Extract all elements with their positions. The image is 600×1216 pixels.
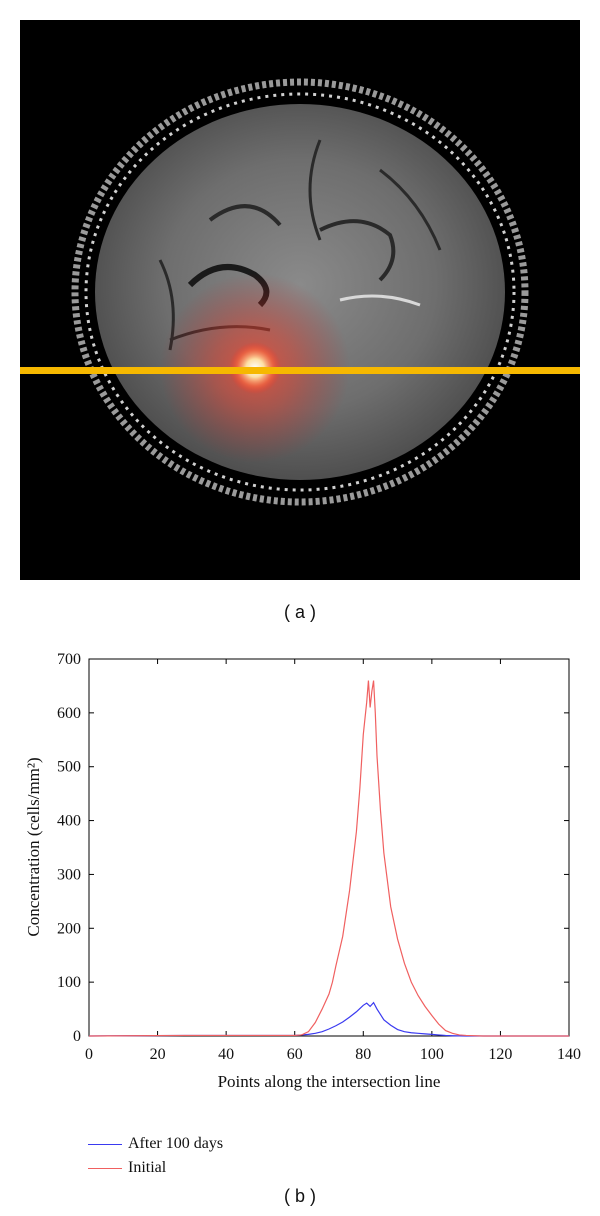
y-tick-label: 600 — [57, 705, 81, 722]
legend-entry-after-100-days: After 100 days — [88, 1132, 388, 1156]
legend-swatch-initial — [88, 1167, 122, 1169]
series-line-after-100-days — [88, 1001, 569, 1037]
x-axis-ticks: 0 20 40 60 80 100 120 140 — [85, 659, 581, 1063]
x-tick-label: 20 — [150, 1046, 166, 1063]
intersection-line — [20, 367, 580, 374]
skull-inner-ring — [84, 92, 516, 492]
x-axis-label: Points along the intersection line — [218, 1072, 441, 1091]
y-axis-label: Concentration (cells/mm²) — [24, 757, 43, 936]
sulcus — [308, 139, 322, 241]
x-tick-label: 60 — [287, 1046, 303, 1063]
panel-a-caption: ( a ) — [283, 602, 316, 622]
chart-legend: After 100 days Initial — [88, 1132, 388, 1186]
legend-swatch-after-100-days — [88, 1143, 122, 1145]
mri-brain-image — [20, 20, 580, 580]
x-tick-label: 120 — [488, 1046, 512, 1063]
series-layer — [88, 680, 569, 1037]
sulcus — [379, 168, 442, 251]
sulcus — [208, 204, 282, 227]
x-tick-label: 40 — [218, 1046, 234, 1063]
x-tick-label: 140 — [557, 1046, 581, 1063]
plot-area — [88, 658, 570, 1037]
legend-label-initial: Initial — [128, 1159, 167, 1176]
y-tick-label: 100 — [57, 974, 81, 991]
x-tick-label: 100 — [420, 1046, 444, 1063]
y-axis-ticks: 0 100 200 300 400 500 600 700 — [57, 651, 569, 1045]
x-tick-label: 80 — [355, 1046, 371, 1063]
sulcus — [339, 294, 421, 307]
y-tick-label: 0 — [73, 1028, 81, 1045]
panel-b-caption: ( b ) — [283, 1186, 316, 1206]
y-tick-label: 300 — [57, 866, 81, 883]
sulcus — [319, 219, 396, 282]
y-tick-label: 200 — [57, 920, 81, 937]
y-tick-label: 700 — [57, 651, 81, 668]
series-line-initial — [88, 680, 569, 1037]
concentration-chart: 0 100 200 300 400 500 600 700 0 20 40 60 80 100 120 14… — [24, 651, 581, 1091]
x-tick-label: 0 — [85, 1046, 93, 1063]
y-tick-label: 400 — [57, 813, 81, 830]
skull-outer-ring — [71, 78, 529, 506]
legend-label-after-100-days: After 100 days — [128, 1135, 224, 1152]
legend-entry-initial: Initial — [88, 1156, 388, 1180]
y-tick-label: 500 — [57, 759, 81, 776]
